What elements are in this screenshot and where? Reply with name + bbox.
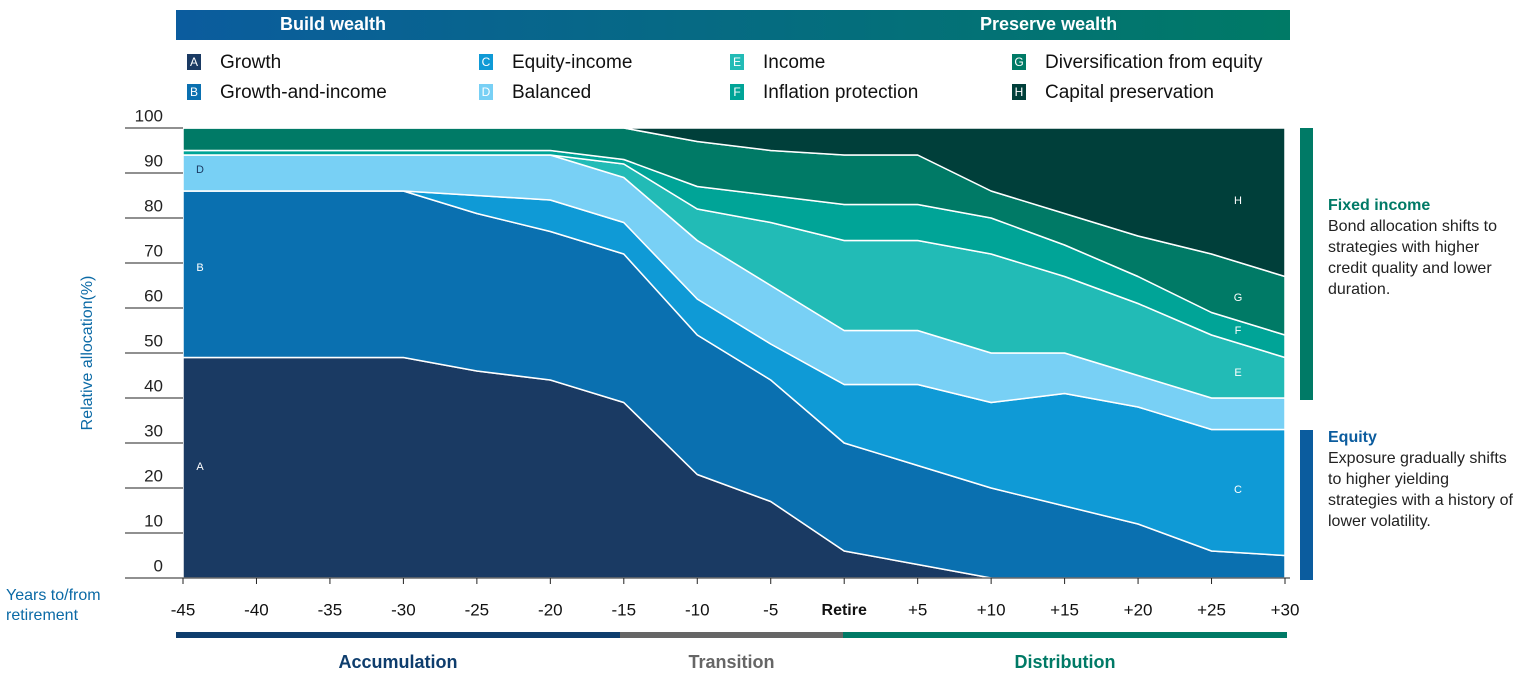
- area-label: G: [1234, 292, 1243, 304]
- side-note: Equity Exposure gradually shifts to highe…: [1328, 427, 1520, 532]
- y-tick-label: 30: [144, 421, 163, 440]
- x-tick-label: -35: [318, 600, 343, 619]
- area-label: E: [1234, 367, 1241, 379]
- side-note: Fixed income Bond allocation shifts to st…: [1328, 195, 1520, 300]
- phase-bar: [843, 632, 1287, 638]
- side-bar: [1300, 430, 1313, 580]
- x-tick-label: +10: [977, 600, 1006, 619]
- x-tick-label: -40: [244, 600, 269, 619]
- area: [182, 127, 1286, 278]
- legend-key: E: [733, 55, 741, 69]
- y-tick-label: 10: [144, 511, 163, 530]
- phase-label: Transition: [688, 652, 774, 672]
- x-tick-label: -10: [685, 600, 710, 619]
- side-note-title: Equity: [1328, 429, 1377, 446]
- legend-label: Equity-income: [512, 52, 632, 73]
- legend-swatch: [730, 54, 744, 70]
- x-tick-label: +20: [1124, 600, 1153, 619]
- phase-label: Distribution: [1015, 652, 1116, 672]
- x-tick-label: -15: [612, 600, 637, 619]
- side-note-title: Fixed income: [1328, 197, 1431, 214]
- banner-right: Preserve wealth: [980, 14, 1117, 34]
- y-tick-label: 70: [144, 241, 163, 260]
- x-tick-label: +5: [908, 600, 927, 619]
- side-note-text: Bond allocation shifts to strategies wit…: [1328, 218, 1497, 298]
- area-label: A: [196, 461, 204, 473]
- legend-swatch: [479, 54, 493, 70]
- x-tick-label: -25: [465, 600, 490, 619]
- phase-bar: [176, 632, 620, 638]
- y-axis-title: Relative allocation(%): [79, 276, 96, 431]
- y-tick-label: 60: [144, 286, 163, 305]
- area-label: H: [1234, 195, 1242, 207]
- legend-swatch: [479, 84, 493, 100]
- legend-swatch: [1012, 84, 1026, 100]
- legend-key: G: [1014, 55, 1023, 69]
- y-tick-label: 100: [135, 106, 163, 125]
- legend-label: Growth-and-income: [220, 82, 387, 103]
- x-tick-label: +15: [1050, 600, 1079, 619]
- area-label: F: [1235, 325, 1242, 337]
- x-tick-label: -45: [171, 600, 196, 619]
- legend-key: A: [190, 55, 198, 69]
- legend-label: Growth: [220, 52, 281, 73]
- phase-bar: [620, 632, 843, 638]
- legend-swatch: [187, 84, 201, 100]
- x-tick-label: +30: [1271, 600, 1300, 619]
- banner: [176, 10, 1290, 40]
- legend-label: Balanced: [512, 82, 591, 103]
- area-label: B: [196, 262, 203, 274]
- y-tick-label: 40: [144, 376, 163, 395]
- y-tick-label: 90: [144, 151, 163, 170]
- legend-swatch: [1012, 54, 1026, 70]
- legend-swatch: [730, 84, 744, 100]
- legend-label: Capital preservation: [1045, 82, 1214, 103]
- legend-swatch: [187, 54, 201, 70]
- banner-left: Build wealth: [280, 14, 386, 34]
- y-tick-label: 80: [144, 196, 163, 215]
- legend-key: D: [482, 85, 491, 99]
- legend-label: Diversification from equity: [1045, 52, 1263, 73]
- y-tick-label: 50: [144, 331, 163, 350]
- legend-label: Inflation protection: [763, 82, 918, 103]
- legend-key: F: [733, 85, 740, 99]
- side-note-text: Exposure gradually shifts to higher yiel…: [1328, 450, 1513, 530]
- phase-label: Accumulation: [338, 652, 457, 672]
- legend-key: B: [190, 85, 198, 99]
- area-label: C: [1234, 484, 1242, 496]
- x-tick-label: Retire: [822, 602, 867, 619]
- area-label: D: [196, 164, 204, 176]
- side-bar: [1300, 128, 1313, 400]
- legend-label: Income: [763, 52, 825, 73]
- x-tick-label: -30: [391, 600, 416, 619]
- y-tick-label: 0: [154, 556, 163, 575]
- legend-key: C: [482, 55, 491, 69]
- x-tick-label: +25: [1197, 600, 1226, 619]
- x-tick-label: -5: [763, 600, 778, 619]
- x-axis-title: Years to/from retirement: [6, 587, 101, 624]
- legend-key: H: [1015, 85, 1024, 99]
- y-tick-label: 20: [144, 466, 163, 485]
- x-tick-label: -20: [538, 600, 563, 619]
